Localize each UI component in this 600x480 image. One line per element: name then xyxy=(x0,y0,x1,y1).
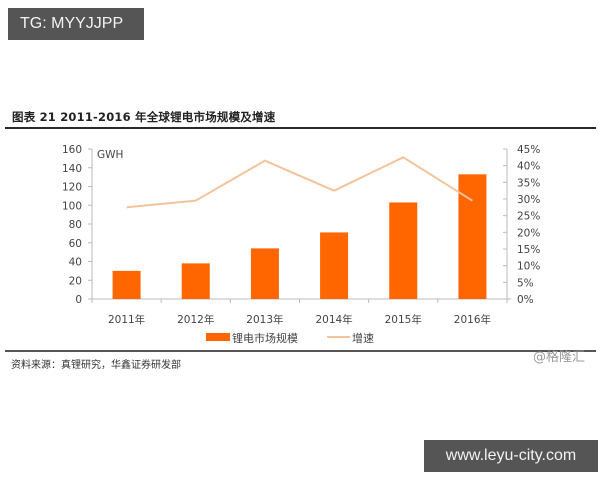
bar-2013年 xyxy=(250,248,279,299)
growth-line xyxy=(126,156,473,209)
x-axis-category-label: 2014年 xyxy=(315,313,352,326)
bar-2015年 xyxy=(389,202,418,299)
left-axis-tick-label: 40 xyxy=(69,257,82,269)
watermark-tag-url: www.leyu-city.com xyxy=(424,440,598,472)
left-axis-tick-label: 140 xyxy=(62,163,82,175)
left-axis-tick-label: 0 xyxy=(75,294,82,306)
source-note: 资料来源：真锂研究，华鑫证券研发部 xyxy=(11,360,181,371)
right-axis-tick-label: 35% xyxy=(517,177,540,189)
title-underline-rule xyxy=(5,127,596,129)
left-axis-tick-label: 100 xyxy=(62,200,82,212)
bar-2012年 xyxy=(181,263,210,299)
bar-series-market-size xyxy=(112,174,487,299)
source-divider-rule xyxy=(5,350,596,352)
x-axis-category-label: 2011年 xyxy=(108,313,145,326)
right-y-axis: 0% 5% 10% 15% 20% 25% 30% 35% 40% 45% xyxy=(503,144,540,306)
left-axis-tick-label: 120 xyxy=(62,182,82,194)
legend-bar-swatch xyxy=(206,333,230,341)
left-axis-tick-label: 80 xyxy=(69,219,82,231)
bar-2014年 xyxy=(320,232,349,299)
bar-2016年 xyxy=(458,174,487,299)
right-axis-tick-label: 45% xyxy=(517,144,540,156)
x-axis-category-label: 2016年 xyxy=(454,313,491,326)
line-series-growth xyxy=(126,156,473,209)
left-y-axis: 0 20 40 60 80 100 120 140 160 xyxy=(62,144,93,306)
right-axis-tick-label: 15% xyxy=(517,244,540,256)
right-axis-tick-label: 25% xyxy=(517,211,540,223)
x-axis: 2011年 2012年 2013年 2014年 2015年 2016年 xyxy=(88,298,511,326)
chart-legend: 锂电市场规模 增速 xyxy=(206,331,374,345)
bar-2011年 xyxy=(112,270,141,299)
right-axis-tick-label: 5% xyxy=(517,277,534,289)
right-axis-tick-label: 20% xyxy=(517,227,540,239)
left-axis-unit-label: GWH xyxy=(97,149,123,161)
right-axis-tick-label: 10% xyxy=(517,261,540,273)
left-axis-tick-label: 60 xyxy=(69,238,82,250)
right-axis-tick-label: 40% xyxy=(517,161,540,173)
right-axis-tick-label: 30% xyxy=(517,194,540,206)
figure-title: 图表 21 2011-2016 年全球锂电市场规模及增速 xyxy=(12,110,276,124)
left-axis-tick-label: 160 xyxy=(62,144,82,156)
combo-chart: 0 20 40 60 80 100 120 140 160 0% 5% 10% 15% 20% 25% 30… xyxy=(62,144,540,345)
legend-label-market-size: 锂电市场规模 xyxy=(232,331,298,345)
x-axis-category-label: 2012年 xyxy=(177,313,214,326)
credit-watermark: @格隆汇 xyxy=(533,350,586,365)
legend-label-growth: 增速 xyxy=(352,331,374,345)
left-axis-tick-label: 20 xyxy=(69,275,82,287)
right-axis-tick-label: 0% xyxy=(517,294,534,306)
x-axis-category-label: 2015年 xyxy=(385,313,422,326)
watermark-tag-top: TG: MYYJJPP xyxy=(8,8,144,40)
x-axis-category-label: 2013年 xyxy=(246,313,283,326)
